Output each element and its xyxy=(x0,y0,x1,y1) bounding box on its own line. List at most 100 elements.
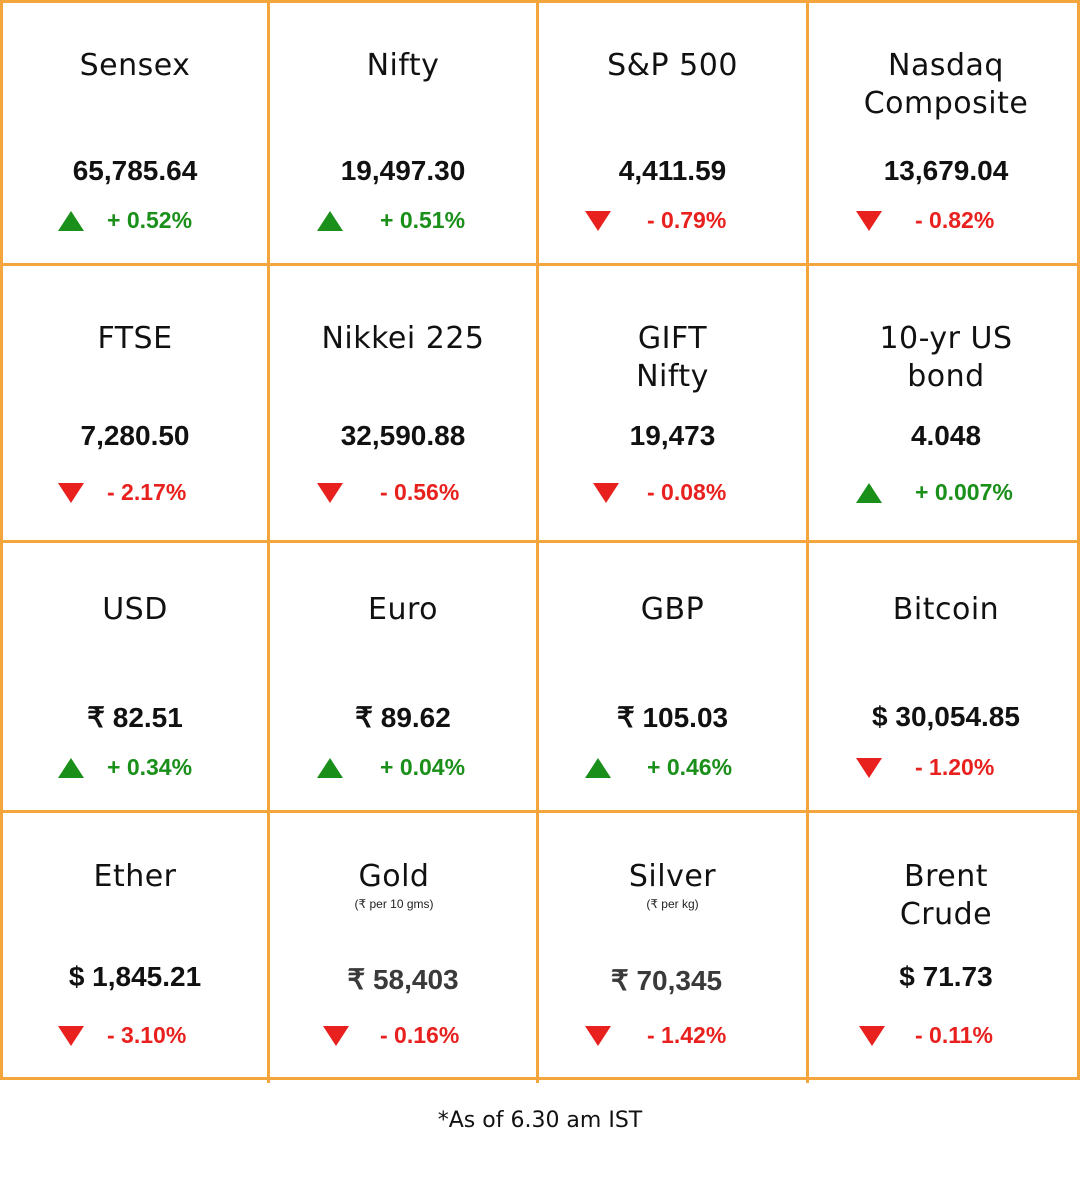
market-change: - 3.10% xyxy=(3,1022,267,1052)
down-arrow-icon xyxy=(859,1026,885,1046)
market-name: Gold xyxy=(358,859,430,894)
market-cell-ether: Ether $ 1,845.21 - 3.10% xyxy=(3,813,270,1083)
market-change: + 0.52% xyxy=(3,207,267,237)
market-name: Ether xyxy=(93,859,177,894)
market-change: - 1.20% xyxy=(809,754,1080,784)
market-value: 4.048 xyxy=(910,420,982,451)
market-value: $ 1,845.21 xyxy=(68,961,202,992)
change-percent: + 0.51% xyxy=(380,207,466,233)
market-name: Sensex xyxy=(79,48,191,83)
change-percent: - 3.10% xyxy=(107,1022,187,1048)
change-percent: + 0.04% xyxy=(380,754,466,780)
up-arrow-icon xyxy=(58,211,84,231)
market-change: - 0.82% xyxy=(809,207,1080,237)
market-value: ₹ 105.03 xyxy=(616,702,729,733)
market-cell-brent-crude: Brent Crude $ 71.73 - 0.11% xyxy=(809,813,1080,1083)
market-change: - 0.79% xyxy=(539,207,806,237)
change-percent: - 1.42% xyxy=(647,1022,727,1048)
market-change: + 0.04% xyxy=(270,754,536,784)
down-arrow-icon xyxy=(58,483,84,503)
market-change: - 0.11% xyxy=(809,1022,1080,1052)
market-cell-silver: Silver (₹ per kg) ₹ 70,345 - 1.42% xyxy=(539,813,809,1083)
market-name: Brent Crude xyxy=(899,859,993,932)
market-value: $ 30,054.85 xyxy=(872,701,1020,732)
market-cell-usd: USD ₹ 82.51 + 0.34% xyxy=(3,543,270,813)
market-change: + 0.46% xyxy=(539,754,806,784)
market-name: Bitcoin xyxy=(892,592,1000,627)
market-cell-nikkei: Nikkei 225 32,590.88 - 0.56% xyxy=(270,266,539,543)
market-value: 19,473 xyxy=(629,420,716,451)
up-arrow-icon xyxy=(856,483,882,503)
market-name: Euro xyxy=(368,592,438,627)
market-name: Nasdaq Composite xyxy=(863,48,1029,121)
market-cell-sp500: S&P 500 4,411.59 - 0.79% xyxy=(539,3,809,266)
market-cell-bitcoin: Bitcoin $ 30,054.85 - 1.20% xyxy=(809,543,1080,813)
market-name: USD xyxy=(102,592,168,627)
market-name: Nikkei 225 xyxy=(321,321,485,356)
market-name: GBP xyxy=(640,592,705,627)
market-change: + 0.007% xyxy=(809,479,1080,509)
market-change: - 0.08% xyxy=(539,479,806,509)
change-percent: - 0.79% xyxy=(647,207,727,233)
market-value: 19,497.30 xyxy=(340,155,466,186)
change-percent: + 0.52% xyxy=(107,207,193,233)
market-change: - 0.16% xyxy=(270,1022,536,1052)
market-change: + 0.34% xyxy=(3,754,267,784)
down-arrow-icon xyxy=(58,1026,84,1046)
market-cell-gbp: GBP ₹ 105.03 + 0.46% xyxy=(539,543,809,813)
market-change: - 0.56% xyxy=(270,479,536,509)
change-percent: - 0.16% xyxy=(380,1022,460,1048)
market-name: Nifty xyxy=(366,48,440,83)
market-unit-note: (₹ per kg) xyxy=(646,897,699,911)
change-percent: - 1.20% xyxy=(915,754,995,780)
market-value: $ 71.73 xyxy=(899,961,993,992)
up-arrow-icon xyxy=(585,758,611,778)
market-value: 32,590.88 xyxy=(340,420,466,451)
market-value: 4,411.59 xyxy=(618,155,727,186)
down-arrow-icon xyxy=(585,211,611,231)
up-arrow-icon xyxy=(58,758,84,778)
market-cell-ftse: FTSE 7,280.50 - 2.17% xyxy=(3,266,270,543)
down-arrow-icon xyxy=(317,483,343,503)
market-value: ₹ 82.51 xyxy=(87,702,183,733)
up-arrow-icon xyxy=(317,758,343,778)
market-cell-gold: Gold (₹ per 10 gms) ₹ 58,403 - 0.16% xyxy=(270,813,539,1083)
market-grid: Sensex 65,785.64 + 0.52% Nifty 19,497.30… xyxy=(0,0,1080,1083)
market-value: 65,785.64 xyxy=(72,155,198,186)
change-percent: + 0.007% xyxy=(915,479,1013,505)
market-value: ₹ 70,345 xyxy=(610,965,723,996)
change-percent: + 0.34% xyxy=(107,754,193,780)
market-change: - 1.42% xyxy=(539,1022,806,1052)
market-name: S&P 500 xyxy=(607,48,738,83)
down-arrow-icon xyxy=(593,483,619,503)
change-percent: - 0.82% xyxy=(915,207,995,233)
market-cell-us-bond: 10-yr US bond 4.048 + 0.007% xyxy=(809,266,1080,543)
market-name: GIFT Nifty xyxy=(636,321,709,394)
change-percent: - 2.17% xyxy=(107,479,187,505)
market-cell-nifty: Nifty 19,497.30 + 0.51% xyxy=(270,3,539,266)
change-percent: - 0.11% xyxy=(915,1022,993,1048)
market-name: FTSE xyxy=(97,321,173,356)
market-change: + 0.51% xyxy=(270,207,536,237)
down-arrow-icon xyxy=(585,1026,611,1046)
down-arrow-icon xyxy=(323,1026,349,1046)
timestamp-footnote: *As of 6.30 am IST xyxy=(437,1108,643,1133)
change-percent: - 0.08% xyxy=(647,479,727,505)
change-percent: - 0.56% xyxy=(380,479,460,505)
market-name: 10-yr US bond xyxy=(879,321,1013,394)
market-cell-sensex: Sensex 65,785.64 + 0.52% xyxy=(3,3,270,266)
up-arrow-icon xyxy=(317,211,343,231)
market-value: 13,679.04 xyxy=(883,155,1009,186)
market-value: 7,280.50 xyxy=(80,420,190,451)
down-arrow-icon xyxy=(856,211,882,231)
market-cell-nasdaq: Nasdaq Composite 13,679.04 - 0.82% xyxy=(809,3,1080,266)
change-percent: + 0.46% xyxy=(647,754,733,780)
market-value: ₹ 89.62 xyxy=(355,702,451,733)
market-cell-gift-nifty: GIFT Nifty 19,473 - 0.08% xyxy=(539,266,809,543)
market-cell-euro: Euro ₹ 89.62 + 0.04% xyxy=(270,543,539,813)
down-arrow-icon xyxy=(856,758,882,778)
market-name: Silver xyxy=(628,859,717,894)
market-unit-note: (₹ per 10 gms) xyxy=(354,897,434,911)
market-change: - 2.17% xyxy=(3,479,267,509)
market-value: ₹ 58,403 xyxy=(347,964,459,995)
